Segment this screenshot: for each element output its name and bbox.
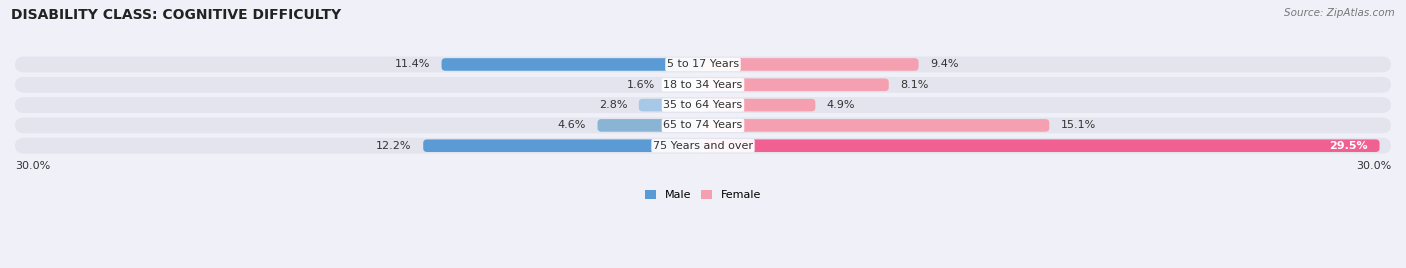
Text: 4.6%: 4.6% [558, 120, 586, 131]
Text: 12.2%: 12.2% [377, 141, 412, 151]
Text: 18 to 34 Years: 18 to 34 Years [664, 80, 742, 90]
Text: 29.5%: 29.5% [1330, 141, 1368, 151]
Text: DISABILITY CLASS: COGNITIVE DIFFICULTY: DISABILITY CLASS: COGNITIVE DIFFICULTY [11, 8, 342, 22]
Text: 1.6%: 1.6% [627, 80, 655, 90]
FancyBboxPatch shape [666, 79, 703, 91]
Text: 35 to 64 Years: 35 to 64 Years [664, 100, 742, 110]
FancyBboxPatch shape [15, 97, 1391, 113]
FancyBboxPatch shape [15, 117, 1391, 133]
FancyBboxPatch shape [15, 57, 1391, 72]
Text: 9.4%: 9.4% [929, 59, 959, 69]
FancyBboxPatch shape [441, 58, 703, 71]
FancyBboxPatch shape [15, 77, 1391, 93]
FancyBboxPatch shape [703, 99, 815, 111]
FancyBboxPatch shape [703, 139, 1379, 152]
Text: 15.1%: 15.1% [1060, 120, 1097, 131]
FancyBboxPatch shape [423, 139, 703, 152]
FancyBboxPatch shape [703, 119, 1049, 132]
Text: Source: ZipAtlas.com: Source: ZipAtlas.com [1284, 8, 1395, 18]
Text: 30.0%: 30.0% [15, 161, 51, 171]
FancyBboxPatch shape [638, 99, 703, 111]
Text: 2.8%: 2.8% [599, 100, 627, 110]
Legend: Male, Female: Male, Female [641, 185, 765, 204]
Text: 30.0%: 30.0% [1355, 161, 1391, 171]
Text: 65 to 74 Years: 65 to 74 Years [664, 120, 742, 131]
FancyBboxPatch shape [598, 119, 703, 132]
Text: 8.1%: 8.1% [900, 80, 928, 90]
FancyBboxPatch shape [703, 79, 889, 91]
Text: 4.9%: 4.9% [827, 100, 855, 110]
FancyBboxPatch shape [703, 58, 918, 71]
Text: 5 to 17 Years: 5 to 17 Years [666, 59, 740, 69]
FancyBboxPatch shape [15, 138, 1391, 154]
Text: 75 Years and over: 75 Years and over [652, 141, 754, 151]
Text: 11.4%: 11.4% [395, 59, 430, 69]
